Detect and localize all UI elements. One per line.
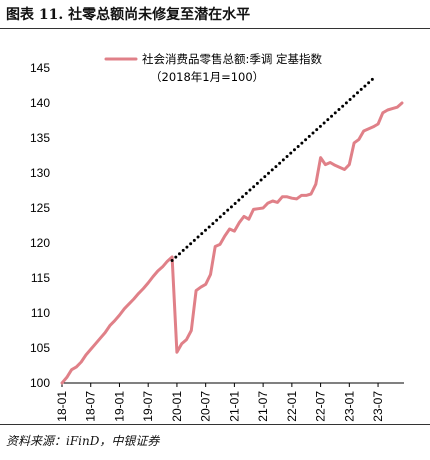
- x-tick-label: 22-01: [285, 391, 299, 422]
- potential-level-trend-line: [170, 77, 375, 262]
- x-tick-label: 18-01: [55, 391, 69, 422]
- x-tick-label: 20-01: [170, 391, 184, 422]
- legend-label-base: （2018年1月=100）: [150, 70, 264, 84]
- y-tick-label: 145: [30, 61, 50, 75]
- footer-divider: [0, 424, 430, 425]
- x-tick-label: 18-07: [84, 391, 98, 422]
- x-tick-label: 23-07: [371, 391, 385, 422]
- y-axis: 100 105 110 115 120 125 130 135 140 145: [30, 61, 50, 390]
- x-tick-label: 19-07: [141, 391, 155, 422]
- x-tick-label: 22-07: [314, 391, 328, 422]
- series-group: [60, 77, 404, 385]
- legend: 社会消费品零售总额:季调 定基指数 （2018年1月=100）: [104, 52, 323, 84]
- y-tick-label: 125: [30, 201, 50, 215]
- source-note: 资料来源：iFinD，中银证券: [6, 434, 160, 448]
- y-tick-label: 100: [30, 376, 50, 390]
- y-tick-label: 130: [30, 166, 50, 180]
- y-tick-label: 140: [30, 96, 50, 110]
- chart-title: 图表 11. 社零总额尚未修复至潜在水平: [6, 7, 251, 23]
- x-tick-label: 21-01: [227, 391, 241, 422]
- x-tick-label: 21-07: [256, 391, 270, 422]
- y-tick-label: 105: [30, 341, 50, 355]
- x-tick-label: 19-01: [112, 391, 126, 422]
- y-tick-label: 135: [30, 131, 50, 145]
- legend-label: 社会消费品零售总额:季调 定基指数: [142, 52, 323, 66]
- title-divider: [0, 28, 430, 29]
- y-tick-label: 120: [30, 236, 50, 250]
- retail-sales-index-line: [60, 101, 404, 385]
- y-tick-label: 110: [31, 306, 50, 320]
- x-tick-label: 23-01: [342, 391, 356, 422]
- x-tick-label: 20-07: [199, 391, 213, 422]
- x-axis: 18-01 18-07 19-01 19-07 20-01 20-07 21-01 21-07…: [55, 382, 404, 422]
- y-tick-label: 115: [31, 271, 50, 285]
